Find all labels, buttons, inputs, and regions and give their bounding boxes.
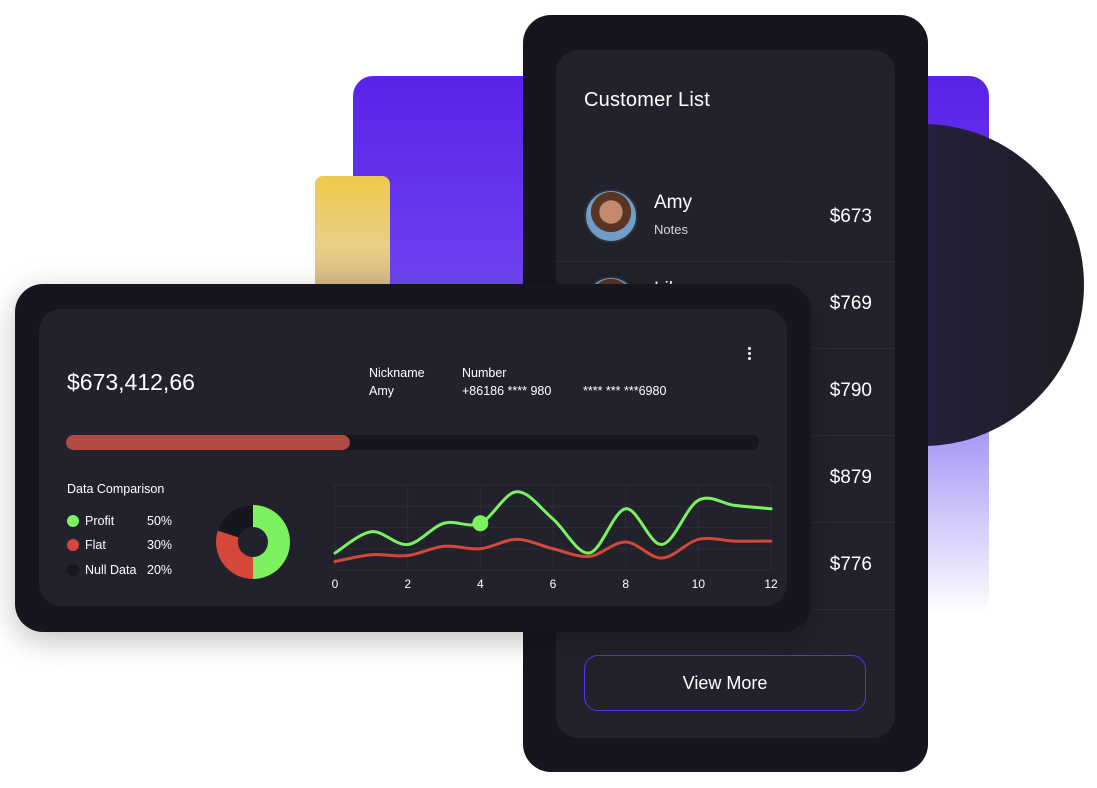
customer-amount: $790 [829,380,872,401]
data-comparison-title: Data Comparison [67,482,165,496]
customer-name: Amy [654,192,692,213]
legend-item-null-data: Null Data 20% [67,562,197,578]
nickname-label: Nickname [369,366,425,380]
customer-note: Notes [654,222,688,237]
line-chart: 0 2 4 6 8 10 12 [332,484,778,591]
x-tick-label: 12 [764,577,778,591]
legend-dot [67,564,79,576]
x-tick-label: 0 [332,577,339,591]
number-label: Number [462,366,507,380]
progress-bar [66,435,759,450]
series-line-flat [333,536,773,563]
legend-label: Profit [85,514,115,528]
x-tick-label: 6 [550,577,557,591]
legend-label: Flat [85,538,106,552]
legend-percent: 20% [147,563,173,577]
donut-slice-profit [253,505,290,579]
legend-percent: 50% [147,514,173,528]
balance-amount: $673,412,66 [67,369,195,395]
dashboard-card: $673,412,66 Nickname Amy Number +86186 *… [15,284,811,632]
legend-item-flat: Flat 30% [67,537,197,553]
customer-amount: $769 [829,293,872,314]
x-tick-label: 8 [622,577,629,591]
background-yellow-bar [315,176,390,291]
progress-fill [66,435,351,450]
legend-percent: 30% [147,538,173,552]
more-vertical-icon[interactable] [739,343,759,363]
highlight-point [472,515,489,532]
nickname-value: Amy [369,384,394,398]
series-line-profit [333,490,773,555]
legend-label: Null Data [85,563,137,577]
x-tick-label: 10 [692,577,706,591]
donut-chart [216,505,290,579]
customer-amount: $673 [829,206,872,227]
donut-slice-flat [216,530,253,579]
x-tick-label: 2 [404,577,411,591]
number-value: +86186 **** 980 [462,384,552,398]
legend-item-profit: Profit 50% [67,513,197,529]
view-more-button[interactable]: View More [584,655,866,711]
customer-row[interactable]: Amy Notes $673 [556,175,895,262]
dashboard-panel: $673,412,66 Nickname Amy Number +86186 *… [39,309,787,606]
customer-amount: $879 [829,467,872,488]
customer-list-title: Customer List [584,89,710,111]
avatar [584,189,638,243]
card-number-value: **** *** ***6980 [583,384,667,398]
customer-amount: $776 [829,554,872,575]
legend-dot [67,539,79,551]
donut-slice-null-data [217,505,253,538]
x-tick-label: 4 [477,577,484,591]
legend-dot [67,515,79,527]
